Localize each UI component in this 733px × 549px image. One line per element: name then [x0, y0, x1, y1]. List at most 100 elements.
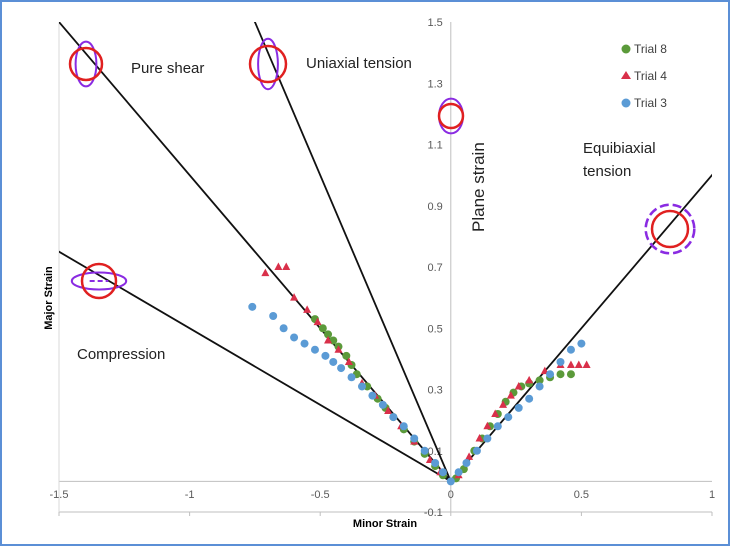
trial-4-point	[574, 360, 583, 368]
trial-3-point	[290, 333, 299, 342]
trial-4-point	[282, 262, 291, 270]
y-tick-label: 1.3	[428, 78, 443, 90]
label-plane-strain: Plane strain	[469, 142, 488, 232]
trial-3-point	[446, 477, 455, 486]
trial-4-point	[324, 336, 333, 344]
trial-3-point	[410, 434, 419, 443]
trial-3-point	[329, 357, 338, 366]
trial-3-point	[310, 345, 319, 354]
data-points-layer	[248, 262, 591, 486]
y-tick-label: 0.7	[428, 262, 443, 274]
trial-3-point	[462, 459, 471, 467]
trial-4-point	[566, 360, 575, 368]
pure-shear-icon	[68, 40, 104, 88]
trial-3-point	[248, 302, 257, 311]
trial-3-point	[566, 345, 575, 354]
trial-3-point	[525, 394, 534, 403]
plane-strain-icon	[437, 97, 465, 135]
label-equibiaxial-tension: Equibiaxial tension	[583, 140, 660, 180]
x-tick-label: 0	[448, 489, 454, 501]
trial-3-point	[368, 391, 377, 400]
label-compression: Compression	[77, 346, 165, 363]
trial-3-point	[483, 434, 492, 443]
compression-line	[59, 250, 452, 483]
y-tick-label: 0.5	[428, 323, 443, 335]
trial-4-point	[582, 360, 591, 368]
trial-4-point	[525, 375, 534, 384]
trial-4-point	[274, 262, 283, 270]
y-tick-label: 0.3	[428, 385, 443, 397]
trial-8-point	[342, 351, 351, 360]
x-tick-label: 0.5	[574, 489, 589, 501]
y-tick-label: 1.1	[428, 140, 443, 152]
compression-icon	[70, 262, 128, 300]
trial-3-point	[514, 403, 523, 412]
trial-3-point	[431, 459, 440, 467]
trial-4-point	[290, 293, 299, 301]
trial-8-point	[535, 376, 544, 385]
trial-8-point	[318, 324, 327, 333]
strain-state-glyphs	[68, 37, 696, 300]
y-axis-title: Major Strain	[43, 266, 55, 330]
trial-8-point	[566, 370, 575, 379]
trial-4-point	[499, 400, 508, 408]
axes-layer: -1.5 -1 -0.5 0 0.5 1-0.10.10.30.50.70.91.11.3…	[50, 17, 716, 519]
legend: Trial 8 Trial 4 Trial 3	[621, 42, 667, 110]
legend-marker-trial-8	[621, 44, 631, 54]
trial-3-point	[399, 422, 408, 431]
trial-4-point	[261, 268, 270, 277]
trial-4-point	[344, 357, 353, 365]
legend-label-trial-4: Trial 4	[634, 69, 667, 83]
x-tick-label: -1.5	[50, 489, 69, 501]
trial-3-point	[389, 413, 398, 422]
trial-4-point	[303, 305, 312, 313]
trial-3-point	[504, 413, 513, 422]
trial-4-point	[465, 452, 474, 460]
trial-3-point	[454, 468, 463, 477]
trial-3-point	[347, 373, 356, 382]
trial-4-point	[506, 391, 515, 399]
label-pure-shear: Pure shear	[131, 60, 204, 77]
uniaxial-tension-line	[253, 22, 452, 482]
x-tick-label: -1	[185, 489, 195, 501]
equibiaxial-line	[450, 173, 712, 482]
trial-3-point	[420, 446, 429, 455]
trial-4-point	[313, 317, 322, 326]
trial-4-point	[475, 434, 484, 442]
trial-3-point	[472, 446, 481, 455]
x-axis-title: Minor Strain	[353, 518, 417, 530]
trial-3-point	[577, 339, 586, 348]
x-tick-label: 1	[709, 489, 715, 501]
trial-4-point	[491, 409, 500, 417]
pure-shear-line	[59, 22, 452, 482]
trial-4-point	[384, 406, 393, 414]
trial-4-point	[514, 381, 523, 390]
trial-8-point	[556, 370, 565, 379]
strain-path-lines	[59, 22, 712, 483]
y-tick-label: -0.1	[424, 507, 443, 519]
equibiaxial-tension-icon	[644, 203, 696, 255]
x-tick-label: -0.5	[311, 489, 330, 501]
trial-3-point	[535, 382, 544, 391]
trial-3-point	[378, 400, 387, 409]
trial-3-point	[321, 351, 330, 360]
trial-3-point	[337, 364, 346, 373]
legend-label-trial-8: Trial 8	[634, 42, 667, 56]
trial-3-point	[269, 312, 278, 320]
trial-3-point	[493, 422, 502, 431]
uniaxial-tension-icon	[248, 37, 288, 91]
trial-3-point	[357, 382, 366, 391]
trial-3-point	[546, 370, 555, 379]
trial-4-point	[334, 345, 343, 353]
trial-8-point	[324, 330, 333, 339]
legend-marker-trial-3	[621, 98, 631, 108]
trial-3-point	[556, 357, 565, 366]
trial-3-point	[300, 339, 309, 348]
trial-3-point	[279, 324, 288, 333]
legend-label-trial-3: Trial 3	[634, 96, 667, 110]
legend-marker-trial-4	[621, 71, 631, 79]
label-uniaxial-tension: Uniaxial tension	[306, 55, 412, 72]
y-tick-label: 0.9	[428, 201, 443, 213]
